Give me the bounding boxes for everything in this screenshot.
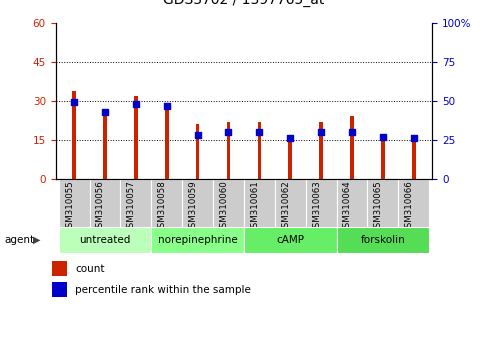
- Text: ▶: ▶: [33, 235, 41, 245]
- Bar: [244, 227, 337, 253]
- Bar: [227, 122, 230, 179]
- Text: GSM310066: GSM310066: [405, 180, 414, 233]
- Bar: [53, 261, 67, 276]
- Text: agent: agent: [5, 235, 35, 245]
- Bar: [381, 140, 385, 179]
- Point: [163, 103, 170, 108]
- Point: [410, 136, 418, 141]
- Text: GSM310060: GSM310060: [219, 180, 228, 233]
- Bar: [134, 96, 138, 179]
- Text: GSM310062: GSM310062: [281, 180, 290, 233]
- Bar: [337, 227, 429, 253]
- Text: GSM310061: GSM310061: [250, 180, 259, 233]
- Point: [70, 99, 78, 105]
- Bar: [244, 179, 275, 227]
- Point: [194, 132, 201, 138]
- Text: GSM310063: GSM310063: [312, 180, 321, 233]
- Point: [348, 129, 356, 135]
- Point: [379, 134, 387, 139]
- Bar: [368, 179, 398, 227]
- Point: [256, 129, 263, 135]
- Bar: [103, 109, 107, 179]
- Text: GSM310056: GSM310056: [96, 180, 105, 233]
- Point: [101, 109, 109, 115]
- Bar: [120, 179, 151, 227]
- Bar: [288, 140, 292, 179]
- Point: [225, 129, 232, 135]
- Text: GSM310057: GSM310057: [127, 180, 136, 233]
- Text: GSM310064: GSM310064: [343, 180, 352, 233]
- Bar: [53, 282, 67, 297]
- Text: forskolin: forskolin: [360, 235, 405, 245]
- Text: count: count: [75, 263, 104, 274]
- Bar: [58, 179, 89, 227]
- Bar: [337, 179, 368, 227]
- Bar: [350, 116, 354, 179]
- Bar: [72, 91, 76, 179]
- Text: norepinephrine: norepinephrine: [158, 235, 238, 245]
- Text: GSM310058: GSM310058: [158, 180, 167, 233]
- Bar: [196, 124, 199, 179]
- Bar: [58, 227, 151, 253]
- Bar: [275, 179, 306, 227]
- Bar: [257, 122, 261, 179]
- Text: GSM310059: GSM310059: [188, 180, 198, 233]
- Bar: [213, 179, 244, 227]
- Text: untreated: untreated: [79, 235, 130, 245]
- Bar: [89, 179, 120, 227]
- Point: [286, 136, 294, 141]
- Text: cAMP: cAMP: [276, 235, 304, 245]
- Bar: [398, 179, 429, 227]
- Text: GDS3702 / 1397765_at: GDS3702 / 1397765_at: [163, 0, 325, 7]
- Text: GSM310055: GSM310055: [65, 180, 74, 233]
- Point: [132, 101, 140, 107]
- Text: percentile rank within the sample: percentile rank within the sample: [75, 285, 251, 295]
- Point: [317, 129, 325, 135]
- Bar: [412, 140, 415, 179]
- Bar: [151, 227, 244, 253]
- Bar: [151, 179, 182, 227]
- Text: GSM310065: GSM310065: [374, 180, 383, 233]
- Bar: [182, 179, 213, 227]
- Bar: [319, 122, 323, 179]
- Bar: [165, 109, 169, 179]
- Bar: [306, 179, 337, 227]
